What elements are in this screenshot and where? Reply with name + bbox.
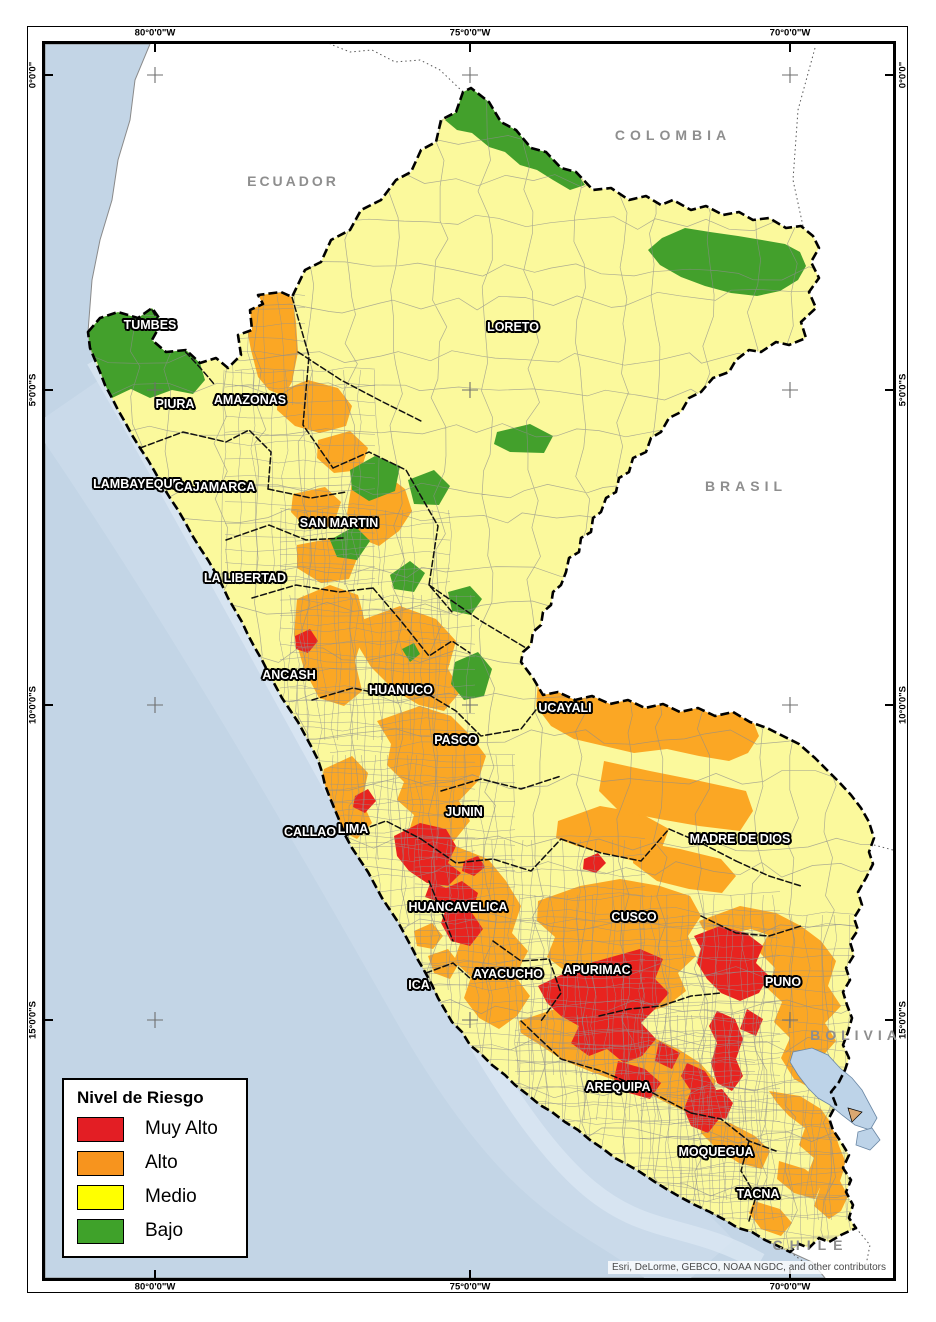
department-label-arequipa: AREQUIPA [585, 1080, 651, 1094]
latitude-label-left-15s: 15°0'0"S [27, 1000, 39, 1040]
legend: Nivel de Riesgo Muy Alto Alto Medio Bajo [62, 1078, 248, 1258]
latitude-label-left-0: 0°0'0" [27, 61, 39, 89]
department-label-apurimac: APURIMAC [563, 963, 631, 977]
legend-item-alto: Alto [77, 1150, 246, 1176]
department-label-lambayeque: LAMBAYEQUE [93, 477, 181, 491]
legend-item-medio: Medio [77, 1184, 246, 1210]
legend-title: Nivel de Riesgo [77, 1088, 204, 1107]
country-label-ecuador: ECUADOR [247, 173, 339, 189]
department-label-junin: JUNIN [445, 805, 483, 819]
longitude-label-bottom-80w: 80°0'0"W [134, 1281, 176, 1293]
legend-swatch-medio [77, 1184, 124, 1210]
legend-label-bajo: Bajo [145, 1220, 184, 1241]
frame-ticks [45, 44, 893, 1278]
country-label-bolivia: BOLIVIA [810, 1027, 902, 1043]
department-label-madre-de-dios: MADRE DE DIOS [689, 832, 791, 846]
latitude-label-right-5s: 5°0'0"S [897, 373, 909, 407]
latitude-label-left-5s: 5°0'0"S [27, 373, 39, 407]
graticule-crosses [147, 67, 798, 1028]
department-label-san-martin: SAN MARTIN [299, 516, 379, 530]
longitude-label-top-80w: 80°0'0"W [134, 27, 176, 39]
longitude-label-top-70w: 70°0'0"W [769, 27, 811, 39]
department-label-lima: LIMA [337, 822, 369, 836]
map-canvas [45, 44, 893, 1278]
department-label-moquegua: MOQUEGUA [678, 1145, 754, 1159]
department-boundaries [139, 296, 802, 1222]
department-label-ayacucho: AYACUCHO [473, 967, 543, 981]
attribution-text: Esri, DeLorme, GEBCO, NOAA NGDC, and oth… [608, 1261, 890, 1274]
risk-areas-bajo [88, 88, 806, 700]
department-label-puno: PUNO [764, 975, 802, 989]
department-label-huancavelica: HUANCAVELICA [408, 900, 508, 914]
map-marker-triangle [847, 1107, 863, 1123]
legend-swatch-bajo [77, 1218, 124, 1244]
department-label-tumbes: TUMBES [123, 318, 177, 332]
longitude-label-bottom-70w: 70°0'0"W [769, 1281, 811, 1293]
department-label-la-libertad: LA LIBERTAD [204, 571, 286, 585]
page-border [27, 26, 908, 1293]
department-label-ancash: ANCASH [262, 668, 316, 682]
department-label-huanuco: HUANUCO [369, 683, 433, 697]
country-label-brasil: BRASIL [704, 478, 788, 494]
legend-swatch-alto [77, 1150, 124, 1176]
legend-label-medio: Medio [145, 1186, 197, 1207]
country-label-colombia: COLOMBIA [614, 127, 732, 143]
department-label-amazonas: AMAZONAS [213, 393, 287, 407]
longitude-label-bottom-75w: 75°0'0"W [449, 1281, 491, 1293]
legend-item-bajo: Bajo [77, 1218, 246, 1244]
latitude-label-left-10s: 10°0'0"S [27, 685, 39, 725]
latitude-label-right-10s: 10°0'0"S [897, 685, 909, 725]
latitude-label-right-15s: 15°0'0"S [897, 1000, 909, 1040]
longitude-label-top-75w: 75°0'0"W [449, 27, 491, 39]
department-label-cajamarca: CAJAMARCA [174, 480, 256, 494]
legend-label-alto: Alto [145, 1152, 178, 1173]
department-label-ucayali: UCAYALI [538, 701, 592, 715]
department-label-callao: CALLAO [283, 825, 337, 839]
legend-label-muy-alto: Muy Alto [145, 1118, 218, 1139]
latitude-label-right-0: 0°0'0" [897, 61, 909, 89]
department-label-tacna: TACNA [736, 1187, 780, 1201]
country-label-chile: CHILE [772, 1237, 850, 1253]
department-label-loreto: LORETO [487, 320, 539, 334]
peru-outline [86, 86, 876, 1254]
department-label-ica: ICA [408, 978, 430, 992]
map-frame [42, 41, 896, 1281]
department-label-cusco: CUSCO [611, 910, 657, 924]
legend-swatch-muy-alto [77, 1116, 124, 1142]
department-label-pasco: PASCO [434, 733, 478, 747]
legend-item-muy-alto: Muy Alto [77, 1116, 246, 1142]
department-label-piura: PIURA [155, 397, 195, 411]
